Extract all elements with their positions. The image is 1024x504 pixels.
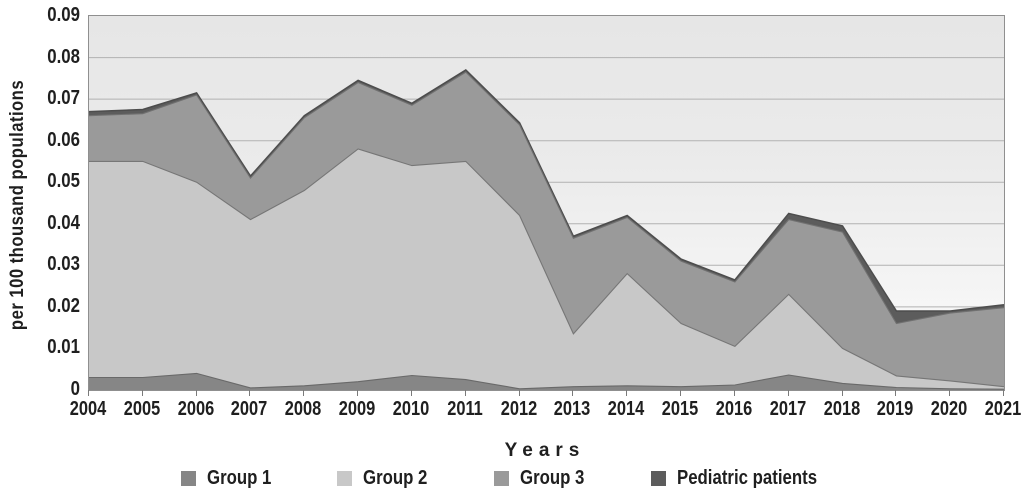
x-axis-title: Years bbox=[504, 440, 586, 461]
x-tick-mark bbox=[787, 390, 789, 396]
x-tick-label: 2014 bbox=[607, 398, 645, 420]
legend-swatch-icon bbox=[650, 471, 666, 486]
x-tick-label: 2004 bbox=[69, 398, 107, 420]
area-group-2 bbox=[89, 149, 1004, 390]
y-tick-label: 0.01 bbox=[47, 336, 80, 359]
legend-swatch-icon bbox=[180, 471, 196, 486]
chart-legend: Group 1 Group 2 Group 3 Pediatric patients bbox=[0, 467, 1024, 490]
x-tick-label: 2020 bbox=[930, 398, 968, 420]
x-tick-mark bbox=[249, 390, 251, 396]
edge-group-3 bbox=[89, 71, 1004, 325]
legend-label: Group 1 bbox=[206, 467, 272, 489]
legend-swatch-icon bbox=[337, 471, 353, 486]
x-tick-mark bbox=[680, 390, 682, 396]
y-tick-label: 0.07 bbox=[47, 87, 80, 110]
x-tick-label: 2005 bbox=[123, 398, 161, 420]
x-tick-label: 2010 bbox=[392, 398, 430, 420]
x-tick-mark bbox=[733, 390, 735, 396]
x-tick-mark bbox=[626, 390, 628, 396]
x-tick-mark bbox=[357, 390, 359, 396]
x-tick-label: 2018 bbox=[823, 398, 860, 420]
y-tick-label: 0.06 bbox=[47, 128, 80, 151]
x-tick-label: 2009 bbox=[338, 398, 376, 420]
y-tick-label: 0.03 bbox=[47, 253, 80, 276]
x-tick-mark bbox=[895, 390, 897, 396]
x-tick-mark bbox=[464, 390, 466, 396]
legend-item-group-3: Group 3 bbox=[493, 467, 597, 490]
x-tick-mark bbox=[841, 390, 843, 396]
y-tick-label: 0.02 bbox=[47, 294, 80, 317]
y-tick-label: 0.04 bbox=[47, 211, 80, 234]
x-tick-label: 2016 bbox=[715, 398, 753, 420]
x-tick-label: 2021 bbox=[984, 398, 1022, 420]
y-tick-label: 0.05 bbox=[47, 170, 80, 193]
legend-label: Pediatric patients bbox=[676, 467, 817, 489]
x-tick-mark bbox=[1003, 390, 1004, 396]
x-tick-mark bbox=[195, 390, 197, 396]
x-tick-mark bbox=[410, 390, 412, 396]
y-axis-title: per 100 thousand populations bbox=[7, 79, 28, 331]
legend-item-group-2: Group 2 bbox=[337, 467, 440, 490]
x-tick-label: 2017 bbox=[769, 398, 806, 420]
edge-group-1 bbox=[89, 372, 1004, 390]
legend-label: Group 3 bbox=[519, 467, 585, 489]
x-tick-label: 2015 bbox=[661, 398, 699, 420]
y-tick-label: 0 bbox=[70, 378, 80, 400]
legend-label: Group 2 bbox=[363, 467, 428, 489]
x-tick-mark bbox=[518, 390, 520, 396]
x-tick-mark bbox=[572, 390, 574, 396]
x-tick-label: 2019 bbox=[877, 398, 914, 420]
x-tick-mark bbox=[141, 390, 143, 396]
legend-swatch-icon bbox=[493, 471, 509, 486]
legend-item-group-1: Group 1 bbox=[180, 467, 284, 490]
x-tick-label: 2011 bbox=[446, 398, 483, 420]
y-tick-label: 0.09 bbox=[47, 4, 80, 26]
x-tick-label: 2013 bbox=[554, 398, 591, 420]
x-tick-label: 2007 bbox=[231, 398, 268, 420]
legend-item-pediatric-patients: Pediatric patients bbox=[650, 467, 844, 490]
plot-area bbox=[88, 15, 1005, 391]
edge-group-2 bbox=[89, 148, 1004, 388]
edge-pediatric-patients bbox=[89, 69, 1004, 312]
x-tick-mark bbox=[949, 390, 951, 396]
x-tick-mark bbox=[88, 390, 89, 396]
x-tick-label: 2008 bbox=[285, 398, 322, 420]
x-tick-label: 2012 bbox=[500, 398, 537, 420]
y-tick-label: 0.08 bbox=[47, 45, 80, 68]
plot-svg bbox=[89, 57, 1004, 390]
x-tick-label: 2006 bbox=[177, 398, 214, 420]
x-tick-mark bbox=[303, 390, 305, 396]
